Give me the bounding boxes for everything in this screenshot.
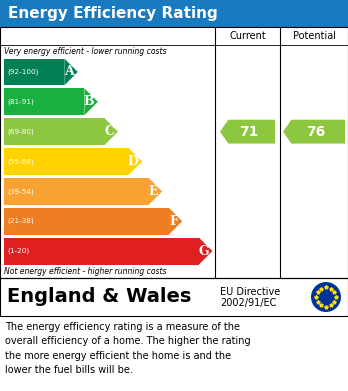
Text: C: C <box>104 125 114 138</box>
Polygon shape <box>169 208 182 235</box>
Circle shape <box>311 282 341 312</box>
Bar <box>4 88 85 115</box>
Bar <box>0 0 348 27</box>
Polygon shape <box>199 238 212 264</box>
Text: F: F <box>169 215 178 228</box>
Text: (1-20): (1-20) <box>7 248 29 254</box>
Polygon shape <box>283 120 345 143</box>
Bar <box>4 178 149 205</box>
Text: A: A <box>64 65 74 79</box>
Polygon shape <box>64 59 78 85</box>
Bar <box>4 148 129 175</box>
Text: G: G <box>198 245 209 258</box>
Polygon shape <box>149 178 162 205</box>
Bar <box>4 118 104 145</box>
Polygon shape <box>104 118 118 145</box>
Text: Very energy efficient - lower running costs: Very energy efficient - lower running co… <box>4 47 166 57</box>
Text: Current: Current <box>229 31 266 41</box>
Bar <box>0 27 348 278</box>
Text: Potential: Potential <box>293 31 335 41</box>
Text: Not energy efficient - higher running costs: Not energy efficient - higher running co… <box>4 267 166 276</box>
Text: England & Wales: England & Wales <box>7 287 191 307</box>
Text: Energy Efficiency Rating: Energy Efficiency Rating <box>8 6 218 21</box>
Text: EU Directive: EU Directive <box>220 287 280 297</box>
Bar <box>0 27 348 45</box>
Polygon shape <box>85 88 98 115</box>
Text: (21-38): (21-38) <box>7 218 34 224</box>
Text: (92-100): (92-100) <box>7 69 38 75</box>
Text: (81-91): (81-91) <box>7 99 34 105</box>
Text: 2002/91/EC: 2002/91/EC <box>220 298 276 308</box>
Polygon shape <box>129 148 142 175</box>
Bar <box>4 208 169 235</box>
Text: 76: 76 <box>306 125 325 139</box>
Text: The energy efficiency rating is a measure of the
overall efficiency of a home. T: The energy efficiency rating is a measur… <box>5 322 251 375</box>
Polygon shape <box>220 120 275 143</box>
Text: E: E <box>149 185 158 198</box>
Text: (39-54): (39-54) <box>7 188 34 195</box>
Text: (69-80): (69-80) <box>7 128 34 135</box>
Bar <box>0 278 348 316</box>
Bar <box>4 59 64 85</box>
Text: B: B <box>84 95 94 108</box>
Text: D: D <box>128 155 139 168</box>
Bar <box>4 238 199 264</box>
Bar <box>0 278 348 316</box>
Text: (55-68): (55-68) <box>7 158 34 165</box>
Text: 71: 71 <box>239 125 259 139</box>
